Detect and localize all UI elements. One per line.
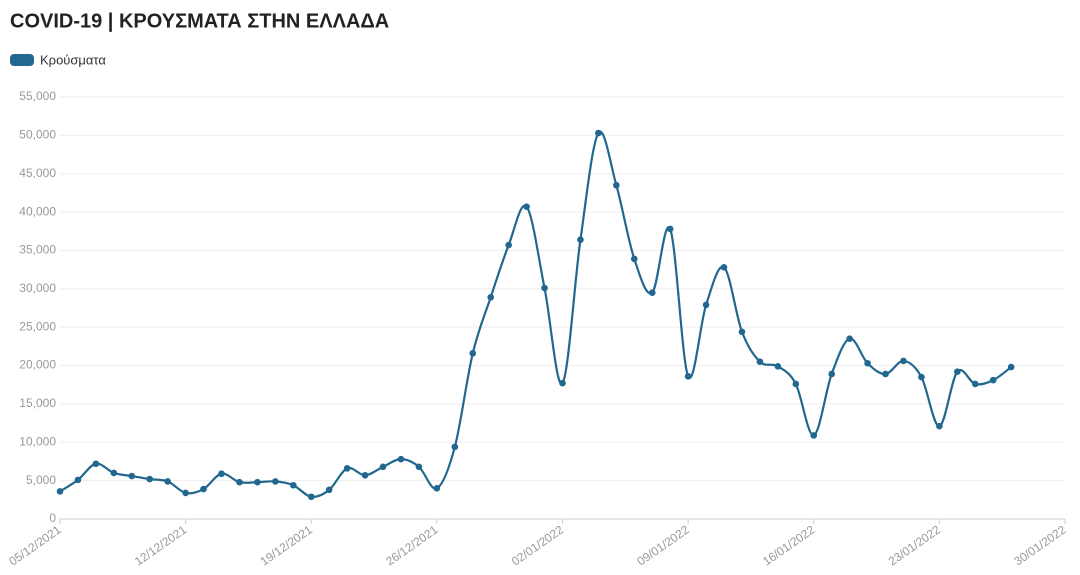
point (110, 469, 118, 477)
point (505, 241, 512, 249)
y-tick-label: 55,000 (19, 89, 56, 103)
x-tick-label: 02/01/2022 (509, 522, 566, 568)
point (864, 359, 871, 367)
x-tick-label: 30/01/2022 (1011, 522, 1068, 568)
point (720, 264, 728, 271)
point (469, 349, 477, 357)
point (343, 465, 351, 472)
point (128, 472, 136, 480)
x-tick-label: 26/12/2021 (383, 522, 440, 568)
x-tick-label: 12/12/2021 (132, 522, 189, 568)
point (828, 370, 835, 378)
y-tick-label: 5,000 (26, 473, 56, 487)
point (971, 380, 979, 388)
point (846, 335, 853, 342)
point (702, 301, 710, 309)
point (648, 289, 656, 296)
point (954, 368, 961, 375)
point (666, 225, 674, 233)
point (433, 485, 441, 492)
point (451, 443, 459, 451)
y-tick-label: 25,000 (19, 319, 56, 333)
point (882, 370, 889, 378)
y-tick-label: 40,000 (19, 204, 56, 218)
point (290, 481, 297, 489)
point (900, 357, 907, 365)
point (595, 129, 602, 137)
point (523, 203, 530, 211)
y-tick-label: 30,000 (19, 281, 56, 295)
point (361, 471, 369, 479)
point (379, 463, 387, 471)
y-tick-label: 20,000 (19, 358, 56, 372)
y-tick-label: 35,000 (19, 243, 56, 257)
line (59, 130, 1012, 498)
x-tick-label: 09/01/2022 (634, 522, 691, 568)
chart-title: COVID-19 | ΚΡΟΥΣΜΑΤΑ ΣΤΗΝ ΕΛΛΑΔΑ (10, 10, 389, 32)
y-tick-label: 0 (49, 511, 56, 525)
point (200, 485, 207, 493)
x-tick-label: 16/01/2022 (760, 522, 817, 568)
point (1007, 363, 1015, 371)
point (487, 293, 495, 301)
x-tick-label: 19/12/2021 (258, 522, 315, 568)
point (541, 284, 548, 292)
point (92, 460, 100, 468)
point (630, 255, 638, 263)
point (325, 486, 333, 494)
point (236, 478, 243, 486)
y-tick-label: 10,000 (19, 434, 56, 448)
point (415, 463, 423, 471)
point (74, 476, 82, 484)
legend-swatch (10, 54, 34, 66)
x-tick-label: 05/12/2021 (6, 522, 63, 568)
point (254, 478, 261, 486)
x-tick-label: 23/01/2022 (886, 522, 943, 568)
point (774, 363, 782, 370)
point (56, 488, 64, 495)
point (397, 455, 405, 463)
point (559, 379, 566, 387)
y-tick-label: 45,000 (19, 166, 56, 180)
point (307, 493, 315, 501)
point (272, 478, 279, 485)
point (918, 373, 925, 381)
y-tick-label: 50,000 (19, 128, 56, 142)
point (182, 489, 189, 497)
point (218, 470, 225, 478)
point (989, 376, 997, 384)
point (810, 432, 818, 439)
point (756, 358, 764, 366)
legend-label: Κρούσματα (40, 52, 106, 67)
point (577, 236, 584, 244)
y-tick-label: 15,000 (19, 396, 56, 410)
point (164, 478, 171, 485)
point (146, 475, 154, 483)
point (792, 380, 800, 388)
point (936, 422, 943, 430)
point (738, 328, 746, 336)
point (684, 372, 692, 380)
point (613, 181, 620, 189)
